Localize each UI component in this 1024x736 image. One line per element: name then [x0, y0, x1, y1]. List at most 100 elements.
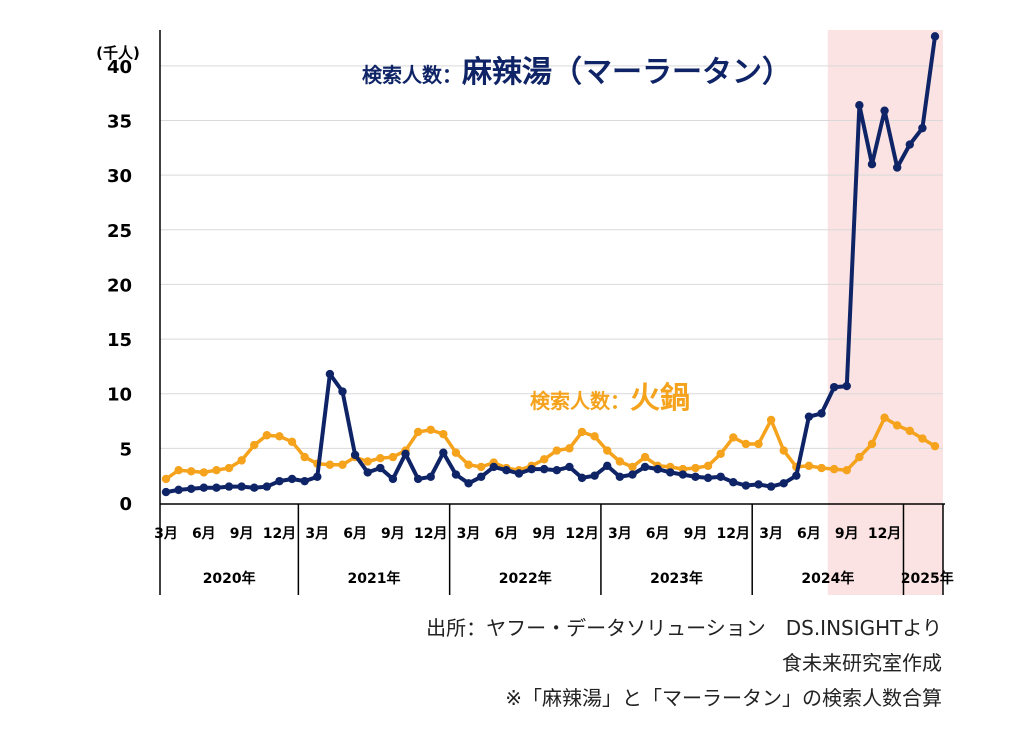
data-point — [918, 434, 927, 443]
x-month-label: 6月 — [646, 526, 670, 542]
x-month-label: 3月 — [305, 526, 329, 542]
data-point — [287, 437, 297, 446]
method-note: ※「麻辣湯」と「マーラータン」の検索人数合算 — [505, 686, 942, 710]
data-point — [338, 460, 347, 469]
x-month-label: 9月 — [381, 526, 405, 542]
data-point — [464, 460, 473, 469]
data-point — [237, 482, 246, 491]
data-point — [905, 140, 914, 149]
data-point — [804, 461, 814, 471]
data-point — [325, 369, 335, 379]
author-note: 食未来研究室作成 — [782, 651, 942, 675]
x-month-label: 9月 — [230, 526, 254, 542]
data-point — [275, 432, 284, 441]
data-point — [174, 466, 183, 475]
data-point — [439, 429, 448, 439]
data-point — [565, 462, 574, 472]
data-point — [703, 461, 713, 471]
data-point — [867, 439, 877, 449]
x-month-label: 6月 — [495, 526, 519, 542]
data-point — [792, 471, 801, 480]
data-point — [628, 462, 637, 472]
data-point — [224, 463, 234, 473]
annotation-hotpot: 検索人数：火鍋 — [530, 381, 690, 416]
data-point — [779, 446, 788, 455]
x-month-label: 6月 — [797, 526, 821, 542]
data-point — [287, 474, 297, 484]
year-label: 2021年 — [348, 570, 401, 587]
data-point — [199, 468, 209, 477]
data-point — [212, 466, 221, 475]
data-point — [413, 474, 423, 484]
data-point — [754, 480, 763, 489]
data-point — [514, 469, 524, 478]
data-point — [817, 463, 826, 473]
data-point — [855, 452, 864, 462]
data-point — [376, 463, 385, 473]
y-tick-label: 40 — [107, 57, 132, 78]
chart-svg: (千人) 0 5 10 15 20 25 30 35 40 3月 6月 9月 12月 3月 6月 9月 12月… — [96, 30, 954, 595]
data-point — [300, 476, 309, 486]
data-point — [842, 466, 851, 475]
x-month-label: 12月 — [565, 526, 598, 542]
data-point — [829, 464, 839, 474]
y-tick-label: 35 — [107, 112, 132, 133]
data-point — [855, 101, 864, 110]
data-point — [388, 474, 398, 484]
year-label: 2025年 — [901, 570, 954, 587]
data-point — [262, 482, 272, 491]
y-tick-label: 10 — [107, 385, 132, 406]
data-point — [603, 446, 612, 455]
data-point — [161, 474, 171, 484]
data-point — [905, 426, 914, 436]
data-point — [426, 425, 435, 434]
data-point — [451, 448, 461, 457]
x-month-label: 12月 — [717, 526, 750, 542]
data-point — [313, 472, 322, 481]
data-point — [275, 476, 284, 486]
data-point — [187, 467, 196, 476]
data-point — [237, 456, 246, 465]
data-point — [867, 160, 877, 169]
data-point — [363, 457, 372, 466]
data-point — [199, 483, 209, 492]
x-month-label: 3月 — [608, 526, 632, 542]
data-point — [892, 163, 902, 172]
data-point — [539, 464, 549, 474]
y-tick-label: 20 — [107, 275, 132, 296]
data-point — [502, 466, 511, 475]
data-point — [615, 457, 625, 466]
data-point — [250, 440, 259, 450]
data-point — [565, 444, 574, 453]
data-point — [615, 472, 625, 481]
y-tick-label: 5 — [119, 439, 132, 460]
data-point — [829, 382, 839, 392]
data-point — [892, 421, 902, 430]
data-point — [930, 441, 940, 451]
data-point — [426, 472, 435, 481]
x-month-label: 12月 — [263, 526, 296, 542]
year-label: 2022年 — [499, 570, 552, 587]
data-point — [590, 471, 599, 480]
data-point — [729, 433, 738, 442]
data-point — [930, 32, 940, 41]
data-point — [527, 464, 536, 474]
y-tick-label: 15 — [107, 330, 132, 351]
data-point — [918, 123, 927, 133]
data-point — [439, 448, 448, 457]
data-point — [653, 464, 662, 474]
x-month-label: 9月 — [835, 526, 859, 542]
source-note: 出所：ヤフー・データソリューション DS.INSIGHTより — [426, 616, 942, 640]
year-label: 2023年 — [650, 570, 703, 587]
data-point — [577, 473, 587, 483]
data-point — [539, 455, 549, 464]
x-month-label: 6月 — [192, 526, 216, 542]
data-point — [754, 439, 763, 449]
data-point — [577, 427, 587, 437]
data-point — [741, 481, 751, 490]
y-tick-label: 25 — [107, 221, 132, 242]
data-point — [552, 466, 562, 475]
data-point — [729, 478, 738, 487]
data-point — [817, 409, 826, 418]
